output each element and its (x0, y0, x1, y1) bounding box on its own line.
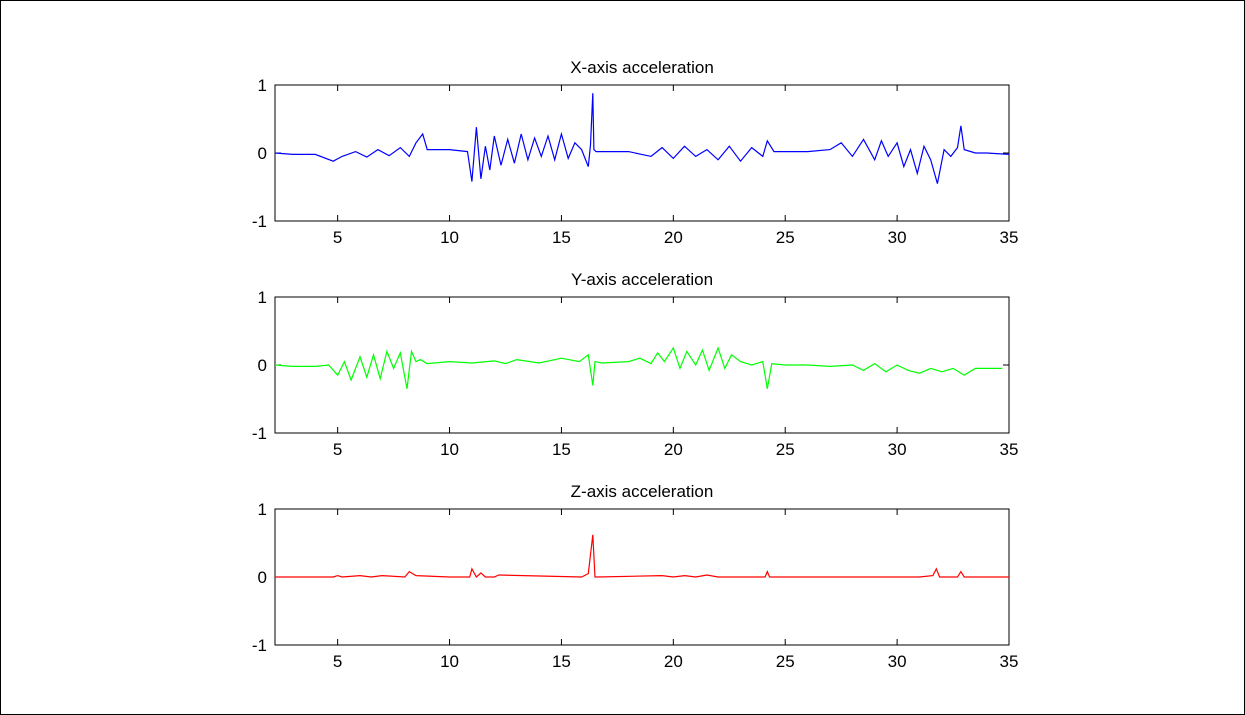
x-tick-label: 5 (333, 652, 342, 671)
x-tick-label: 10 (440, 652, 459, 671)
x-tick-label: 30 (888, 228, 907, 247)
x-tick-label: 35 (1000, 652, 1019, 671)
x-tick-label: 25 (776, 228, 795, 247)
x-tick-label: 5 (333, 228, 342, 247)
x-tick-label: 10 (440, 228, 459, 247)
y-tick-label: 1 (258, 288, 267, 307)
subplot-title: Z-axis acceleration (571, 482, 714, 501)
y-tick-label: -1 (252, 636, 267, 655)
subplot-title: X-axis acceleration (570, 58, 714, 77)
y-tick-label: 0 (258, 356, 267, 375)
x-tick-label: 10 (440, 440, 459, 459)
x-tick-label: 35 (1000, 440, 1019, 459)
y-tick-label: -1 (252, 424, 267, 443)
x-tick-label: 25 (776, 440, 795, 459)
y-tick-label: 0 (258, 144, 267, 163)
x-tick-label: 15 (552, 652, 571, 671)
series-line (275, 534, 1009, 578)
x-tick-label: 15 (552, 228, 571, 247)
y-tick-label: 0 (258, 568, 267, 587)
x-tick-label: 30 (888, 652, 907, 671)
x-tick-label: 20 (664, 440, 683, 459)
x-tick-label: 35 (1000, 228, 1019, 247)
series-line (274, 93, 1010, 184)
y-tick-label: 1 (258, 500, 267, 519)
y-tick-label: -1 (252, 212, 267, 231)
x-tick-label: 20 (664, 228, 683, 247)
x-tick-label: 25 (776, 652, 795, 671)
x-tick-label: 30 (888, 440, 907, 459)
series-line (274, 346, 1003, 389)
y-tick-label: 1 (258, 76, 267, 95)
x-tick-label: 15 (552, 440, 571, 459)
x-tick-label: 5 (333, 440, 342, 459)
subplot-title: Y-axis acceleration (571, 270, 713, 289)
x-tick-label: 20 (664, 652, 683, 671)
axes-box (274, 296, 1010, 434)
